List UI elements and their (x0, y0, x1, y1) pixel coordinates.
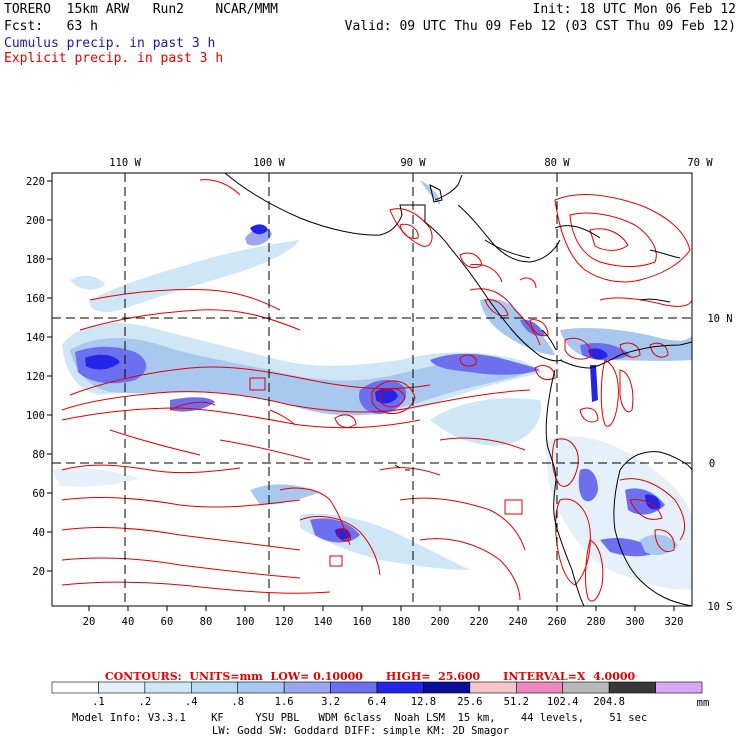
colorbar-swatch (515, 681, 564, 694)
colorbar-label: 204.8 (593, 696, 625, 708)
x-tick-label: 300 (626, 616, 645, 628)
colorbar-label: 25.6 (457, 696, 482, 708)
map-frame (51, 172, 693, 607)
lon-label: 80 W (544, 157, 570, 169)
x-tick-label: 60 (161, 616, 174, 628)
x-tick-label: 100 (236, 616, 255, 628)
x-tick-label: 20 (83, 616, 96, 628)
y-tick-label: 180 (26, 254, 45, 266)
coastlines (224, 172, 693, 607)
x-tick-label: 180 (392, 616, 411, 628)
cumulus-legend-label: Cumulus precip. in past 3 h (4, 36, 216, 51)
lat-label: 10 S (707, 601, 732, 613)
y-tick-label: 120 (26, 371, 45, 383)
x-tick-label: 140 (314, 616, 333, 628)
colorbar-label: .2 (139, 696, 152, 708)
model-info: Model Info: V3.3.1 KF YSU PBL WDM 6class… (72, 712, 647, 738)
lat-label: 0 (709, 458, 715, 470)
colorbar-swatch (655, 681, 703, 694)
y-tick-label: 220 (26, 176, 45, 188)
y-tick-label: 100 (26, 410, 45, 422)
colorbar-swatch (51, 681, 99, 694)
y-tick-label: 20 (32, 566, 45, 578)
x-tick-label: 200 (431, 616, 450, 628)
lat-lon-grid (52, 173, 692, 606)
colorbar-label: 12.8 (411, 696, 436, 708)
y-tick-label: 40 (32, 527, 45, 539)
colorbar-swatch (330, 681, 378, 694)
x-tick-label: 80 (200, 616, 213, 628)
colorbar-label: 3.2 (321, 696, 340, 708)
y-tick-label: 160 (26, 293, 45, 305)
model-info-line2: LW: Godd SW: Goddard DIFF: simple KM: 2D… (212, 725, 510, 737)
y-axis (47, 180, 52, 572)
y-tick-label: 80 (32, 449, 45, 461)
x-tick-label: 260 (548, 616, 567, 628)
x-tick-label: 120 (275, 616, 294, 628)
colorbar-label: .4 (185, 696, 198, 708)
colorbar-swatch (423, 681, 471, 694)
forecast-hour: Fcst: 63 h (4, 19, 98, 34)
title-line: TORERO 15km ARW Run2 NCAR/MMM (4, 2, 278, 17)
x-tick-label: 160 (353, 616, 372, 628)
colorbar-swatch (98, 681, 146, 694)
colorbar-label: 1.6 (275, 696, 294, 708)
y-tick-label: 60 (32, 488, 45, 500)
lon-label: 100 W (253, 157, 285, 169)
colorbar-label: 6.4 (368, 696, 387, 708)
valid-time: Valid: 09 UTC Thu 09 Feb 12 (03 CST Thu … (344, 19, 736, 34)
colorbar-swatch (562, 681, 610, 694)
x-tick-label: 320 (665, 616, 684, 628)
colorbar (51, 681, 703, 694)
x-axis (88, 606, 675, 611)
y-tick-label: 200 (26, 215, 45, 227)
lon-label: 110 W (109, 157, 141, 169)
x-tick-label: 220 (470, 616, 489, 628)
init-time: Init: 18 UTC Mon 06 Feb 12 (532, 2, 737, 17)
model-info-line1: Model Info: V3.3.1 KF YSU PBL WDM 6class… (72, 712, 648, 724)
y-tick-label: 140 (26, 332, 45, 344)
colorbar-swatch (237, 681, 285, 694)
colorbar-label: 102.4 (547, 696, 579, 708)
lon-label: 70 W (687, 157, 713, 169)
colorbar-swatch (608, 681, 656, 694)
explicit-precip-contours (61, 179, 692, 602)
contour-info: CONTOURS: UNITS=mm LOW= 0.10000 HIGH= 25… (104, 670, 636, 683)
colorbar-swatch (144, 681, 192, 694)
colorbar-label: 51.2 (504, 696, 529, 708)
colorbar-unit: mm (697, 697, 710, 709)
colorbar-swatch (283, 681, 331, 694)
x-tick-label: 240 (509, 616, 528, 628)
cumulus-precip-areas (52, 180, 692, 590)
colorbar-swatch (376, 681, 424, 694)
colorbar-swatch (469, 681, 517, 694)
lon-label: 90 W (400, 157, 426, 169)
x-tick-label: 280 (587, 616, 606, 628)
colorbar-label: .1 (92, 696, 105, 708)
lat-label: 10 N (707, 313, 732, 325)
colorbar-label: .8 (231, 696, 244, 708)
colorbar-swatch (190, 681, 239, 694)
x-tick-label: 40 (122, 616, 135, 628)
explicit-legend-label: Explicit precip. in past 3 h (4, 51, 224, 66)
